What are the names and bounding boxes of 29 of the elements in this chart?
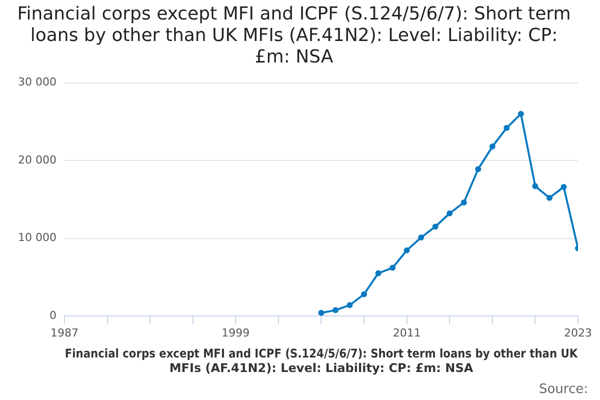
x-tick-label: 1999 — [222, 326, 250, 340]
y-tick-label: 30 000 — [18, 76, 56, 89]
point — [532, 183, 538, 190]
point — [346, 302, 353, 308]
point — [560, 184, 567, 190]
y-tick-label: 0 — [49, 308, 56, 322]
point — [446, 210, 453, 216]
x-tick-label: 2023 — [564, 326, 592, 340]
point — [460, 200, 467, 206]
x-tick-label: 1987 — [50, 326, 78, 340]
point — [404, 247, 410, 254]
x-tick-label: 2011 — [392, 326, 421, 340]
point — [546, 194, 552, 201]
y-tick-label: 10 000 — [18, 231, 56, 244]
x-axis-title: Financial corps except MFI and ICPF (S.124/5/6/7): Short term loans by other than UK MFIs (AF.41N2): Level: Liability: CP: £m: NSA — [64, 346, 579, 375]
point — [418, 234, 424, 240]
point — [390, 264, 396, 271]
point — [504, 124, 510, 131]
point — [489, 144, 496, 150]
point — [432, 224, 438, 230]
point — [475, 166, 482, 172]
point — [375, 270, 382, 276]
point — [318, 310, 324, 316]
point — [518, 110, 524, 117]
point — [332, 307, 339, 314]
y-tick-label: 20 000 — [18, 153, 56, 166]
chart-title: Financial corps except MFI and ICPF (S.124/5/6/7): Short term loans by other than UK MFIs (AF.41N2): Level: Liability: CP: £m: NSA — [17, 3, 571, 68]
point — [361, 291, 368, 298]
source-note: Source: — [538, 382, 588, 397]
